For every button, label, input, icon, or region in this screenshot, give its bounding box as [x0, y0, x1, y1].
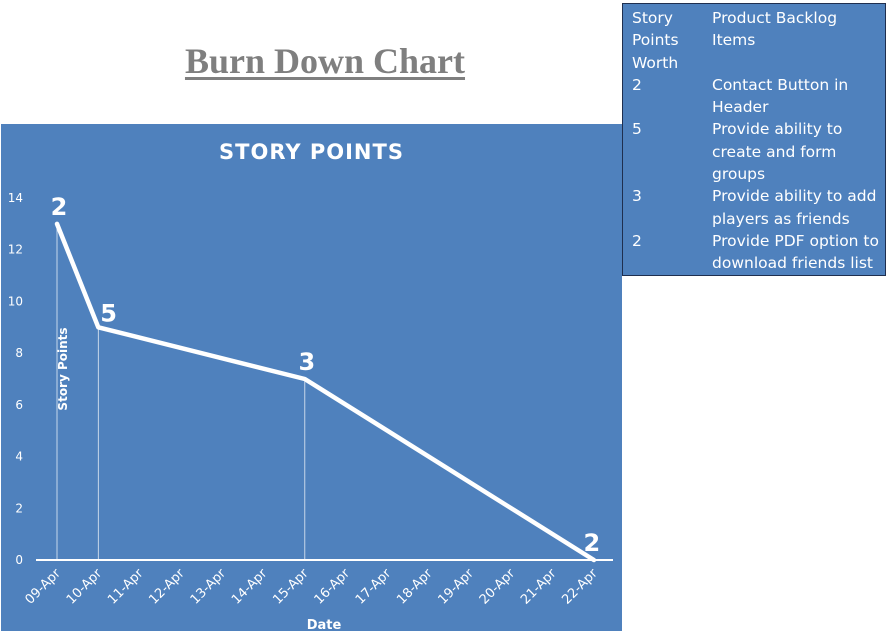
table-row: 5 Provide ability to create and form gro… [623, 118, 886, 185]
table-row: 2 Provide PDF option to download friends… [623, 230, 886, 275]
chart-plot-area: 0 2 4 6 8 10 12 14 09-Apr 10-Apr 11-Apr 12-Apr 13-Ap… [8, 191, 613, 631]
x-tick-label: 11-Apr [105, 566, 147, 608]
y-tick-label: 12 [8, 243, 23, 257]
row-points: 5 [632, 120, 642, 139]
table-header-row: Story Points Worth Product Backlog Items [623, 4, 886, 74]
x-tick-label: 10-Apr [64, 566, 106, 608]
y-tick-label: 14 [8, 191, 23, 205]
x-tick-label: 09-Apr [23, 566, 65, 608]
y-axis-title: Story Points [56, 327, 70, 410]
x-tick-label: 18-Apr [394, 566, 436, 608]
x-axis-title: Date [307, 618, 342, 631]
x-tick-label: 22-Apr [559, 566, 601, 608]
x-tick-label: 14-Apr [229, 566, 271, 608]
data-label: 2 [51, 193, 68, 221]
data-label: 3 [298, 348, 315, 376]
row-item: Provide ability to add players as friend… [712, 187, 877, 228]
x-tick-label: 20-Apr [477, 566, 519, 608]
product-backlog-table: Story Points Worth Product Backlog Items… [622, 3, 886, 276]
x-tick-label: 16-Apr [312, 566, 354, 608]
x-tick-label: 13-Apr [188, 566, 230, 608]
table-row: 3 Provide ability to add players as frie… [623, 185, 886, 230]
series-line [54, 221, 597, 563]
y-tick-label: 0 [15, 553, 23, 567]
row-item: Contact Button in Header [712, 75, 849, 117]
y-tick-label: 8 [15, 346, 23, 360]
row-item: Provide PDF option to download friends l… [712, 231, 879, 273]
x-tick-label: 15-Apr [270, 566, 312, 608]
y-tick-label: 10 [8, 294, 23, 308]
x-tick-label: 12-Apr [146, 566, 188, 608]
row-points: 3 [632, 187, 642, 206]
row-points: 2 [632, 75, 642, 94]
chart-title: STORY POINTS [219, 140, 404, 164]
y-tick-label: 4 [15, 450, 23, 464]
header-product-backlog-items: Product Backlog Items [712, 9, 838, 50]
row-item: Provide ability to create and form group… [712, 120, 843, 184]
x-tick-label: 17-Apr [353, 566, 395, 608]
data-label: 5 [100, 299, 117, 327]
data-label: 2 [584, 529, 601, 557]
y-tick-label: 2 [15, 501, 23, 515]
x-tick-label: 21-Apr [518, 566, 560, 608]
header-story-points-worth: Story Points Worth [632, 9, 679, 72]
page-title: Burn Down Chart [184, 41, 466, 81]
x-tick-label: 19-Apr [436, 566, 478, 608]
burn-down-chart: STORY POINTS 0 2 4 6 8 10 12 14 09-Apr 10-Apr 11-A… [1, 124, 622, 631]
table-row: 2 Contact Button in Header [623, 74, 886, 119]
row-points: 2 [632, 231, 642, 250]
y-tick-label: 6 [15, 398, 23, 412]
